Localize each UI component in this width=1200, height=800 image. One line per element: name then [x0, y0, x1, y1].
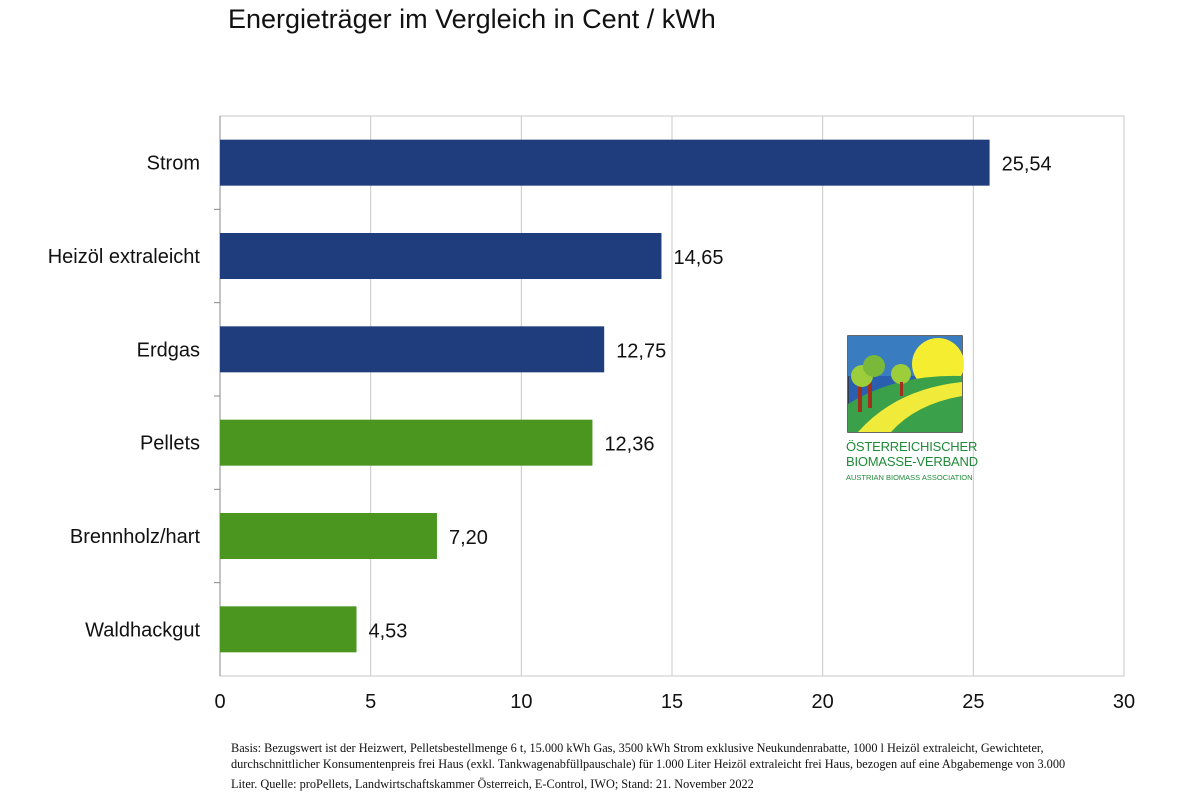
bar-erdgas	[220, 326, 605, 373]
logo-line3: Austrian Biomass Association	[846, 473, 973, 482]
footnote-line3: Liter. Quelle: proPellets, Landwirtschaf…	[231, 777, 754, 791]
bar-chart: 0 5 10 15 20 25 30 Strom 25,54 Heizöl extraleicht…	[48, 115, 1135, 713]
x-tick-label: 5	[365, 691, 376, 713]
x-tick-label: 0	[214, 691, 225, 713]
x-tick-label: 30	[1113, 691, 1135, 713]
logo-line1: Österreichischer	[846, 439, 978, 454]
logo-line2: Biomasse-Verband	[846, 454, 978, 469]
data-label: 7,20	[449, 527, 488, 549]
x-tick-label: 25	[962, 691, 984, 713]
bar-waldhackgut	[220, 606, 357, 653]
bar-strom	[220, 139, 990, 186]
category-label: Heizöl extraleicht	[48, 246, 201, 268]
biomasse-verband-logo: Österreichischer Biomasse-Verband Austri…	[846, 334, 978, 482]
bar-heiz-l-extraleicht	[220, 233, 662, 279]
footnote-line2: durchschnittlicher Konsumentenpreis frei…	[231, 757, 1066, 771]
x-tick-label: 20	[812, 691, 834, 713]
data-label: 25,54	[1002, 154, 1052, 176]
category-label: Pellets	[140, 433, 200, 455]
category-label: Brennholz/hart	[70, 526, 201, 548]
x-tick-label: 10	[510, 691, 532, 713]
bar-brennholz-hart	[220, 513, 437, 559]
data-label: 12,75	[616, 340, 666, 362]
category-label: Strom	[147, 153, 200, 175]
data-label: 4,53	[369, 620, 408, 642]
data-label: 12,36	[604, 434, 654, 456]
data-label: 14,65	[673, 247, 723, 269]
bar-pellets	[220, 419, 593, 466]
footnote-line1: Basis: Bezugswert ist der Heizwert, Pell…	[231, 741, 1044, 755]
x-tick-label: 15	[661, 691, 683, 713]
logo-image	[847, 335, 964, 433]
chart-title: Energieträger im Vergleich in Cent / kWh	[228, 4, 716, 34]
category-label: Waldhackgut	[85, 619, 200, 641]
footnote: Basis: Bezugswert ist der Heizwert, Pell…	[231, 740, 1161, 792]
category-label: Erdgas	[137, 339, 200, 361]
